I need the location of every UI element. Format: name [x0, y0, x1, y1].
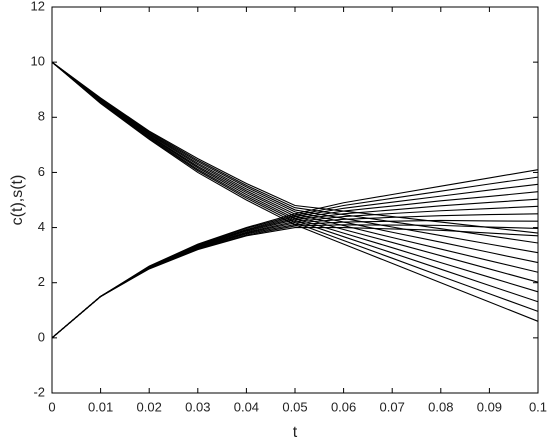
- x-tick-label: 0.07: [380, 399, 405, 414]
- x-tick-label: 0: [48, 399, 55, 414]
- y-tick-label: 2: [38, 274, 45, 289]
- line: [51, 169, 539, 339]
- x-tick-label: 0.1: [529, 399, 547, 414]
- y-tick-label: 10: [31, 54, 45, 69]
- x-tick-label: 0.01: [88, 399, 113, 414]
- x-tick-label: 0.02: [137, 399, 162, 414]
- x-tick-label: 0.09: [477, 399, 502, 414]
- line: [51, 61, 539, 234]
- y-tick-label: -2: [33, 384, 45, 399]
- line: [51, 176, 539, 339]
- line: [51, 198, 539, 339]
- x-axis-label: t: [293, 424, 298, 441]
- y-tick-label: 6: [38, 164, 45, 179]
- line: [51, 219, 539, 339]
- y-tick-label: 12: [31, 0, 45, 13]
- line: [51, 61, 539, 273]
- y-axis-label: c(t),s(t): [9, 175, 26, 226]
- plot-frame: [51, 6, 539, 394]
- line: [51, 61, 539, 254]
- line: [51, 61, 539, 293]
- line: [51, 61, 539, 264]
- y-tick-label: 8: [38, 109, 45, 124]
- x-tick-label: 0.06: [331, 399, 356, 414]
- line: [51, 61, 539, 312]
- y-tick-label: 4: [38, 219, 45, 234]
- y-tick-label: 0: [38, 329, 45, 344]
- x-tick-label: 0.04: [234, 399, 259, 414]
- x-tick-label: 0.08: [428, 399, 453, 414]
- x-tick-label: 0.05: [282, 399, 307, 414]
- line: [51, 61, 539, 283]
- x-tick-label: 0.03: [185, 399, 210, 414]
